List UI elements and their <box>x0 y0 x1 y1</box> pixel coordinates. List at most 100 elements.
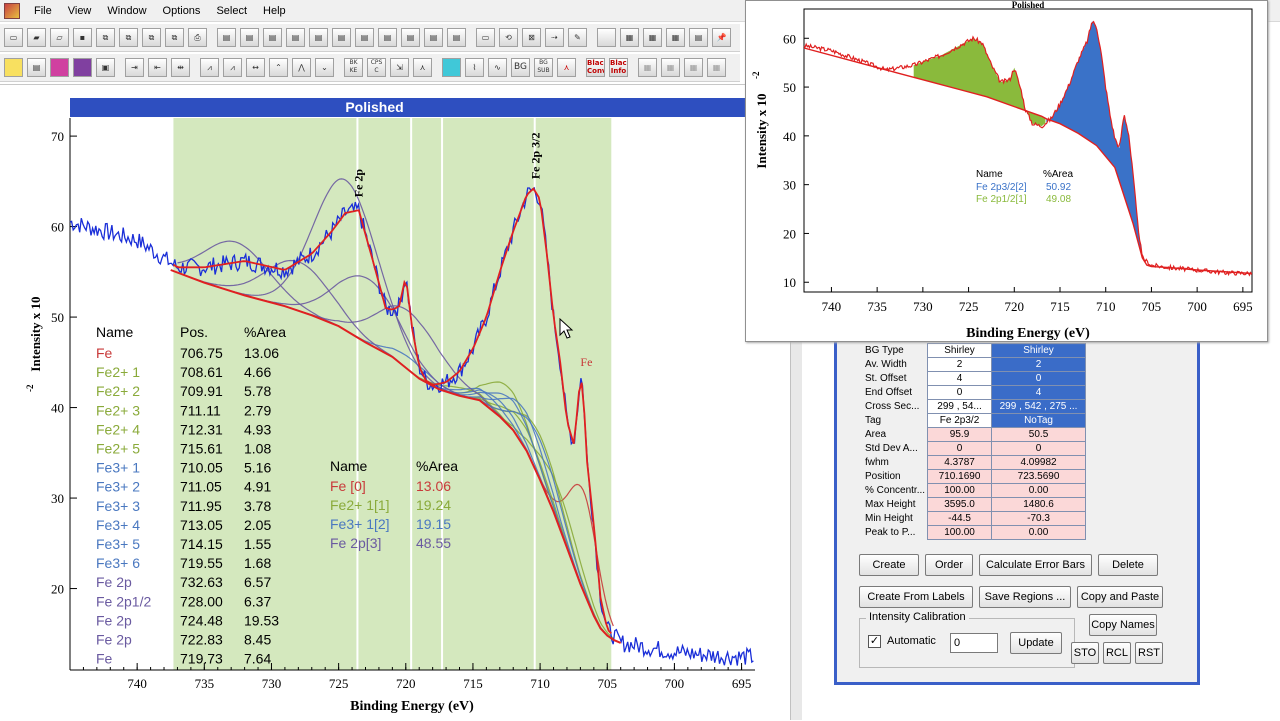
create-button[interactable]: Create <box>859 554 919 576</box>
toolbar-reg1-icon[interactable]: ▤ <box>217 28 236 47</box>
region-1-value[interactable]: -44.5 <box>927 511 993 526</box>
frame-icon[interactable]: ▣ <box>96 58 115 77</box>
automatic-checkbox[interactable]: ✓ <box>868 635 881 648</box>
toolbar-reg2-icon[interactable]: ▤ <box>240 28 259 47</box>
toolbar-copy2-icon[interactable]: ⧉ <box>119 28 138 47</box>
regions-row[interactable]: Max Height 3595.0 1480.6 <box>863 497 1087 512</box>
region-2-value[interactable]: 0.00 <box>991 525 1087 540</box>
toolbar-rect-icon[interactable]: ▭ <box>476 28 495 47</box>
overlay-spectrum-chart[interactable]: Polished 740 735 730 725 720 715 710 705 700 695 60… <box>746 1 1269 343</box>
peak-up-icon[interactable]: ⌃ <box>269 58 288 77</box>
overlay-chart-window[interactable]: Polished 740 735 730 725 720 715 710 705 700 695 60… <box>745 0 1268 342</box>
toolbar-reg6-icon[interactable]: ▤ <box>332 28 351 47</box>
menu-file[interactable]: File <box>34 4 52 17</box>
menu-view[interactable]: View <box>67 4 92 17</box>
copy-and-paste-button[interactable]: Copy and Paste <box>1077 586 1163 608</box>
cps-c-button[interactable]: CPS C <box>367 58 386 77</box>
region-1-value[interactable]: 710.1690 <box>927 469 993 484</box>
region-1-value[interactable]: 4.3787 <box>927 455 993 470</box>
el-icon[interactable]: ▦ <box>684 58 703 77</box>
toolbar-copy3-icon[interactable]: ⧉ <box>142 28 161 47</box>
region-2-value[interactable]: Shirley <box>991 343 1087 358</box>
delete-button[interactable]: Delete <box>1098 554 1158 576</box>
toolbar-loop-icon[interactable]: ⟲ <box>499 28 518 47</box>
layers-icon[interactable]: ▤ <box>27 58 46 77</box>
width-icon[interactable]: ↔ <box>246 58 265 77</box>
cyan-icon[interactable] <box>442 58 461 77</box>
region-2-value[interactable]: 0 <box>991 441 1087 456</box>
toolbar-open-icon[interactable]: ▰ <box>27 28 46 47</box>
toolbar-reg9-icon[interactable]: ▤ <box>401 28 420 47</box>
region-1-value[interactable]: Shirley <box>927 343 993 358</box>
rcl-button[interactable]: RCL <box>1103 642 1131 664</box>
menu-help[interactable]: Help <box>263 4 286 17</box>
magenta-icon[interactable] <box>50 58 69 77</box>
region-1-value[interactable]: 4 <box>927 371 993 386</box>
toolbar-tile2-icon[interactable]: ▦ <box>643 28 662 47</box>
region-1-value[interactable]: 95.9 <box>927 427 993 442</box>
toolbar-new-icon[interactable]: ▭ <box>4 28 23 47</box>
region-2-value[interactable]: NoTag <box>991 413 1087 428</box>
toolbar-open2-icon[interactable]: ▱ <box>50 28 69 47</box>
regions-row[interactable]: % Concentr... 100.00 0.00 <box>863 483 1087 498</box>
regions-row[interactable]: fwhm 4.3787 4.09982 <box>863 455 1087 470</box>
shift-right-icon[interactable]: ⇥ <box>125 58 144 77</box>
region-2-value[interactable]: 0.00 <box>991 483 1087 498</box>
shift-both-icon[interactable]: ⇹ <box>171 58 190 77</box>
spectrum-icon[interactable]: ⋏ <box>413 58 432 77</box>
toolbar-Lib-icon[interactable] <box>597 28 616 47</box>
toolbar-tack-icon[interactable]: 📌 <box>712 28 731 47</box>
spectrum-red-icon[interactable]: ⋏ <box>557 58 576 77</box>
bg-button[interactable]: BG <box>511 58 530 77</box>
calibration-input[interactable]: 0 <box>950 633 998 653</box>
region-2-value[interactable]: 0 <box>991 371 1087 386</box>
wave-icon[interactable]: ∿ <box>488 58 507 77</box>
app-icon[interactable] <box>4 2 20 19</box>
toolbar-save-icon[interactable]: ▪ <box>73 28 92 47</box>
region-2-value[interactable]: -70.3 <box>991 511 1087 526</box>
peak-double-icon[interactable]: ⋀ <box>292 58 311 77</box>
copy-names-button[interactable]: Copy Names <box>1089 614 1157 636</box>
region-2-value[interactable]: 50.5 <box>991 427 1087 442</box>
exp2-icon[interactable]: ▦ <box>661 58 680 77</box>
toolbar-reg4-icon[interactable]: ▤ <box>286 28 305 47</box>
calculate-error-bars-button[interactable]: Calculate Error Bars <box>979 554 1092 576</box>
peak-add-icon[interactable]: ⩘ <box>200 58 219 77</box>
black-conv-button[interactable]: Black Conv <box>586 58 605 77</box>
exp-icon[interactable]: ▦ <box>638 58 657 77</box>
update-button[interactable]: Update <box>1010 632 1062 654</box>
toolbar-tile3-icon[interactable]: ▦ <box>666 28 685 47</box>
toolbar-folder-icon[interactable]: ▤ <box>689 28 708 47</box>
menu-window[interactable]: Window <box>107 4 147 17</box>
toolbar-reg11-icon[interactable]: ▤ <box>447 28 466 47</box>
regions-row[interactable]: Peak to P... 100.00 0.00 <box>863 525 1087 540</box>
yellow-square-icon[interactable] <box>4 58 23 77</box>
region-1-value[interactable]: 100.00 <box>927 525 993 540</box>
toolbar-tile1-icon[interactable]: ▦ <box>620 28 639 47</box>
toolbar-reg7-icon[interactable]: ▤ <box>355 28 374 47</box>
toolbar-reg10-icon[interactable]: ▤ <box>424 28 443 47</box>
fit-icon[interactable]: ⌇ <box>465 58 484 77</box>
region-2-value[interactable]: 299 , 542 , 275 ... <box>991 399 1087 414</box>
toolbar-sel-icon[interactable]: ⊠ <box>522 28 541 47</box>
toolbar-copy4-icon[interactable]: ⧉ <box>165 28 184 47</box>
toolbar-reg5-icon[interactable]: ▤ <box>309 28 328 47</box>
region-1-value[interactable]: 0 <box>927 441 993 456</box>
regions-row[interactable]: End Offset 0 4 <box>863 385 1087 400</box>
menu-select[interactable]: Select <box>216 4 248 17</box>
save-regions-button[interactable]: Save Regions ... <box>979 586 1071 608</box>
regions-row[interactable]: Area 95.9 50.5 <box>863 427 1087 442</box>
toolbar-pen-icon[interactable]: ✎ <box>568 28 587 47</box>
bg-sub-button[interactable]: BG SUB <box>534 58 553 77</box>
menu-options[interactable]: Options <box>162 4 201 17</box>
region-2-value[interactable]: 4.09982 <box>991 455 1087 470</box>
bk-ke-button[interactable]: BK KE <box>344 58 363 77</box>
regions-row[interactable]: Position 710.1690 723.5690 <box>863 469 1087 484</box>
toolbar-reg3-icon[interactable]: ▤ <box>263 28 282 47</box>
lib-icon[interactable]: ▦ <box>707 58 726 77</box>
regions-row[interactable]: Min Height -44.5 -70.3 <box>863 511 1087 526</box>
purple-icon[interactable] <box>73 58 92 77</box>
chevron-down-icon[interactable]: ⌄ <box>315 58 334 77</box>
regions-row[interactable]: Std Dev A... 0 0 <box>863 441 1087 456</box>
toolbar-copy-icon[interactable]: ⧉ <box>96 28 115 47</box>
